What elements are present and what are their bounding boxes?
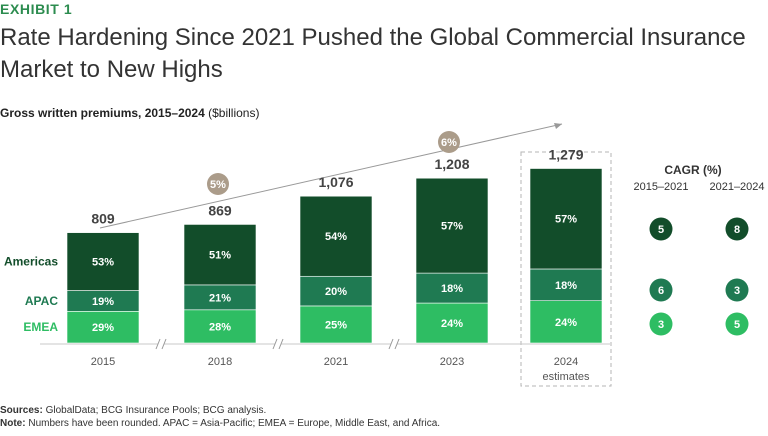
bar-segment [66, 311, 140, 344]
bar-total-label: 1,076 [318, 174, 353, 190]
axis-break-mark [155, 338, 161, 350]
segment-label: 28% [209, 321, 231, 333]
x-tick-sublabel: estimates [542, 371, 590, 383]
x-tick-label: 2023 [440, 356, 464, 368]
growth-badge [438, 131, 460, 153]
growth-trend-arrowhead [554, 123, 562, 129]
cagr-badge [725, 278, 749, 302]
estimate-box [520, 151, 612, 387]
cagr-value: 8 [734, 224, 740, 236]
bar-segment [299, 275, 373, 307]
growth-trend-line [99, 123, 563, 229]
axis-break-mark [394, 338, 400, 350]
sources-label: Sources: [0, 405, 43, 416]
subtitle-main: Gross written premiums, 2015–2024 [0, 106, 205, 120]
segment-label: 29% [92, 322, 114, 334]
cagr-value: 5 [734, 319, 740, 331]
bar-total-label: 869 [208, 202, 232, 218]
cagr-value: 3 [734, 285, 740, 297]
growth-badge-label: 6% [441, 137, 457, 149]
bar-total-label: 1,208 [434, 156, 469, 172]
axis-break-mark [272, 338, 278, 350]
segment-label: 24% [555, 317, 577, 329]
growth-badge [207, 173, 229, 195]
bar-segment [183, 309, 257, 344]
segment-label: 20% [325, 286, 347, 298]
bar-segment [529, 268, 603, 301]
subtitle-unit: ($billions) [208, 106, 260, 120]
cagr-badge [649, 217, 673, 241]
chart-footer: Sources: GlobalData; BCG Insurance Pools… [0, 404, 440, 430]
axis-break-mark [161, 338, 167, 350]
bar-segment [183, 224, 257, 286]
axis-break-gap [391, 338, 397, 350]
cagr-badge [725, 217, 749, 241]
segment-label: 51% [209, 250, 231, 262]
segment-label: 54% [325, 231, 347, 243]
cagr-badge [725, 312, 749, 336]
axis-break-gap [275, 338, 281, 350]
cagr-badge [649, 312, 673, 336]
bar-total-label: 1,279 [548, 147, 583, 163]
bar-segment [529, 300, 603, 344]
segment-label: 18% [555, 280, 577, 292]
exhibit-label: EXHIBIT 1 [0, 1, 73, 17]
x-tick-label: 2015 [91, 356, 115, 368]
segment-label: 57% [555, 214, 577, 226]
segment-label: 18% [441, 283, 463, 295]
region-legend-label: Americas [4, 255, 58, 269]
segment-label: 24% [441, 318, 463, 330]
note-line: Note: Numbers have been rounded. APAC = … [0, 417, 440, 430]
bar-segment [299, 195, 373, 277]
cagr-value: 5 [658, 224, 664, 236]
cagr-period-label: 2015–2021 [633, 181, 688, 193]
axis-break-mark [388, 338, 394, 350]
bar-segment [415, 302, 489, 344]
bar-segment [415, 177, 489, 274]
cagr-period-label: 2021–2024 [709, 181, 764, 193]
x-tick-label: 2024 [554, 356, 578, 368]
x-tick-label: 2021 [324, 356, 348, 368]
region-legend-label: EMEA [23, 320, 58, 334]
sources-line: Sources: GlobalData; BCG Insurance Pools… [0, 404, 440, 417]
growth-badge-label: 5% [210, 179, 226, 191]
bar-segment [66, 232, 140, 291]
bar-total-label: 809 [91, 211, 115, 227]
cagr-value: 6 [658, 285, 664, 297]
region-legend-label: APAC [25, 294, 58, 308]
cagr-title: CAGR (%) [664, 163, 721, 177]
segment-label: 21% [209, 292, 231, 304]
cagr-badge [649, 278, 673, 302]
segment-label: 57% [441, 221, 463, 233]
note-text: Numbers have been rounded. APAC = Asia-P… [28, 418, 441, 429]
x-tick-label: 2018 [208, 356, 232, 368]
axis-break-gap [158, 338, 164, 350]
bar-segment [415, 272, 489, 304]
segment-label: 53% [92, 257, 114, 269]
axis-break-mark [278, 338, 284, 350]
segment-label: 19% [92, 296, 114, 308]
bar-segment [183, 284, 257, 311]
cagr-value: 3 [658, 319, 664, 331]
segment-label: 25% [325, 319, 347, 331]
sources-text: GlobalData; BCG Insurance Pools; BCG ana… [45, 405, 267, 416]
bar-segment [299, 305, 373, 344]
chart-title: Rate Hardening Since 2021 Pushed the Glo… [0, 24, 746, 83]
note-label: Note: [0, 418, 26, 429]
chart-subtitle: Gross written premiums, 2015–2024 ($bill… [0, 106, 259, 120]
bar-segment [529, 168, 603, 270]
